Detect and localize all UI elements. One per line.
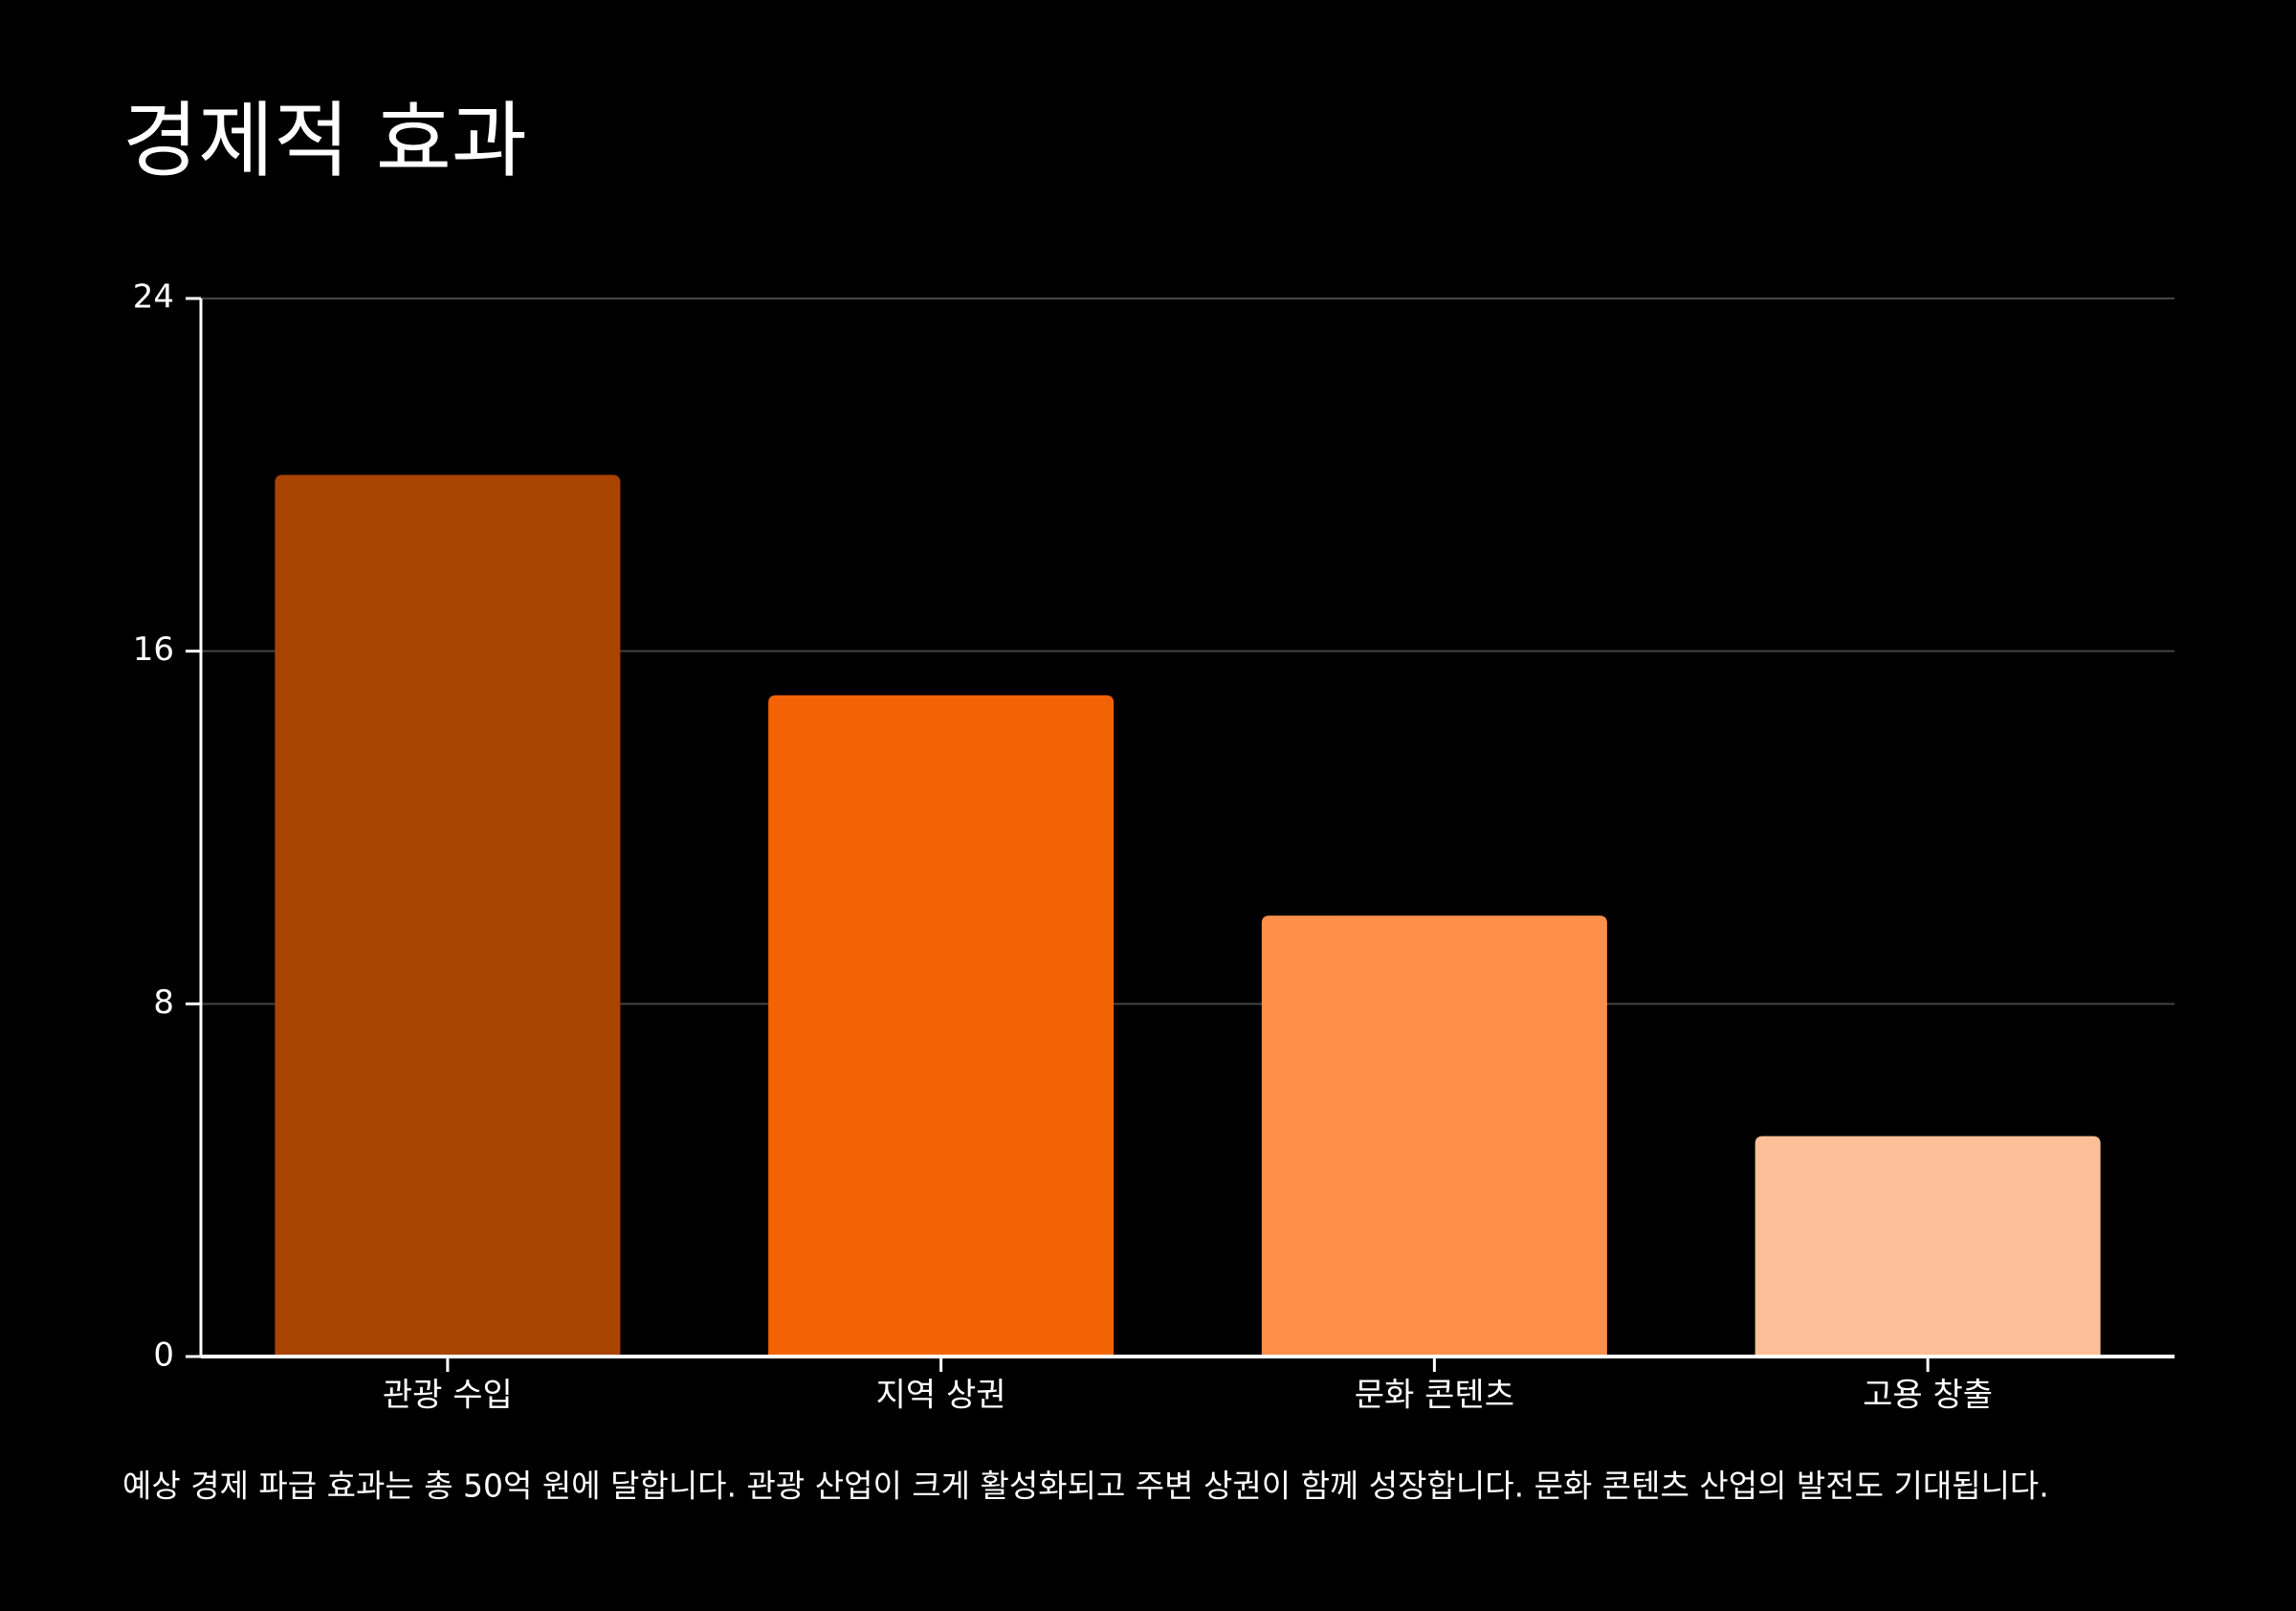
x-tick-label: 관광 수입 xyxy=(383,1377,513,1415)
y-tick-label: 0 xyxy=(153,1336,174,1375)
y-tick-label: 24 xyxy=(133,278,174,317)
bar xyxy=(1755,1136,2101,1357)
y-tick-label: 16 xyxy=(133,630,174,669)
x-tick-label: 지역 상권 xyxy=(876,1377,1006,1415)
y-tick-label: 8 xyxy=(153,983,174,1022)
caption: 예상 경제 파급 효과는 총 50억 원에 달합니다. 관광 산업이 크게 활성… xyxy=(122,1468,2049,1505)
bar xyxy=(768,695,1115,1357)
bar xyxy=(1261,916,1607,1357)
x-tick-label: 문화 콘텐츠 xyxy=(1355,1377,1514,1415)
chart-title: 경제적 효과 xyxy=(122,93,527,188)
x-tick-label: 고용 창출 xyxy=(1863,1377,1993,1415)
bar xyxy=(275,474,621,1357)
